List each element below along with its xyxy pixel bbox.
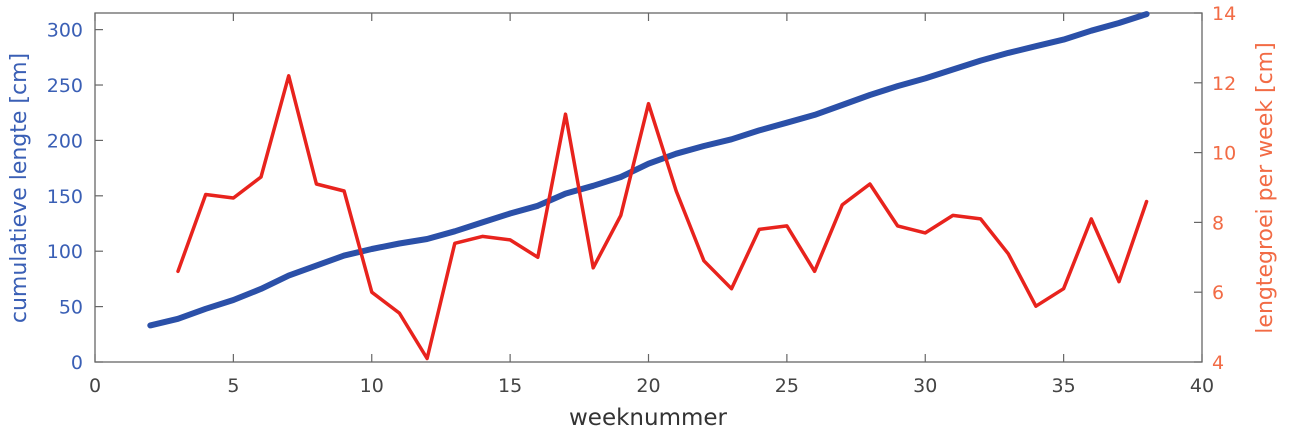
y-left-tick-label: 250 xyxy=(47,75,83,97)
y-left-tick-label: 200 xyxy=(47,130,83,152)
x-tick-label: 25 xyxy=(775,375,799,397)
x-tick-label: 10 xyxy=(360,375,384,397)
series-line-left xyxy=(147,11,1150,329)
x-axis-title: weeknummer xyxy=(569,405,728,431)
y-left-tick-label: 300 xyxy=(47,20,83,42)
y-left-tick-label: 150 xyxy=(47,186,83,208)
y-left-axis-title: cumulatieve lengte [cm] xyxy=(7,53,32,323)
y-right-tick-label: 12 xyxy=(1212,73,1236,95)
y-right-tick-label: 8 xyxy=(1212,212,1224,234)
y-right-axis-title: lengtegroei per week [cm] xyxy=(1253,42,1278,333)
y-right-tick-label: 14 xyxy=(1212,3,1236,25)
y-right-tick-label: 4 xyxy=(1212,352,1224,374)
y-left-tick-label: 50 xyxy=(59,297,83,319)
y-left-tick-label: 0 xyxy=(71,352,83,374)
axis-ticks xyxy=(94,12,1203,363)
x-tick-label: 30 xyxy=(913,375,937,397)
y-left-tick-label: 100 xyxy=(47,241,83,263)
x-tick-label: 15 xyxy=(498,375,522,397)
y-right-tick-label: 6 xyxy=(1212,282,1224,304)
x-tick-label: 0 xyxy=(89,375,101,397)
x-tick-label: 35 xyxy=(1052,375,1076,397)
x-tick-label: 5 xyxy=(227,375,239,397)
series-lines xyxy=(147,11,1150,361)
x-tick-label: 20 xyxy=(636,375,660,397)
x-tick-label: 40 xyxy=(1190,375,1214,397)
series-line-right xyxy=(176,74,1149,361)
plot-frame xyxy=(94,12,1203,363)
tick-labels: 0 5 10 15 20 25 30 35 40 0 50 100 150 200 250 300 4 6 8 10 1… xyxy=(47,3,1236,397)
y-right-tick-label: 10 xyxy=(1212,143,1236,165)
